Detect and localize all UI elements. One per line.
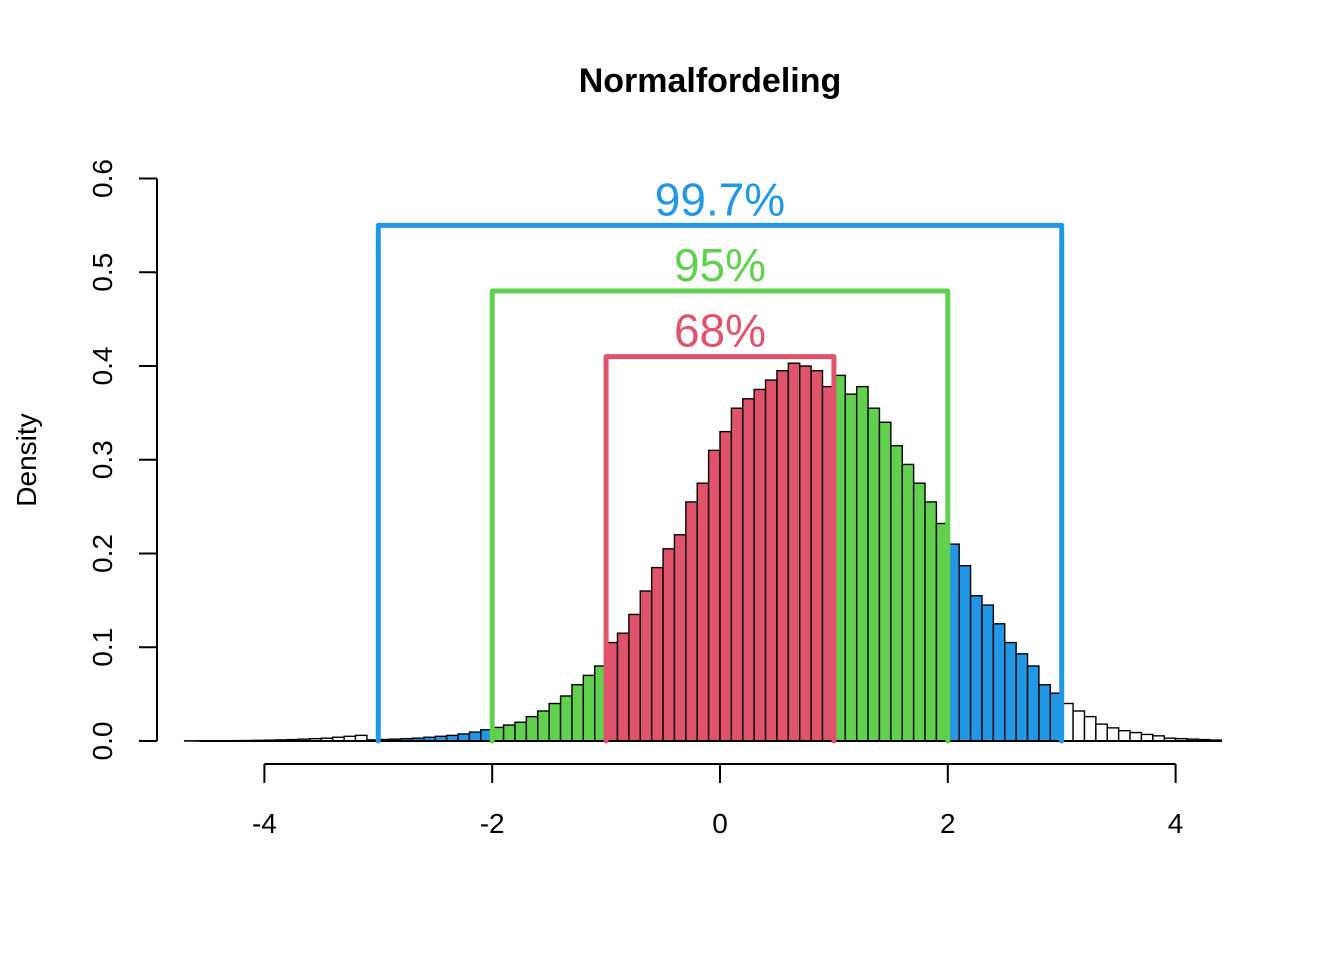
histogram-bar	[628, 613, 641, 742]
y-tick-label: 0.6	[87, 159, 118, 198]
histogram-bar	[867, 407, 881, 742]
histogram-bar	[707, 449, 721, 742]
histogram-bar	[969, 594, 983, 742]
histogram-bar	[525, 715, 539, 742]
histogram-bar	[844, 393, 858, 742]
histogram-bar	[548, 702, 562, 742]
y-axis: 0.0 0.1 0.2 0.3 0.4 0.5 0.6	[87, 159, 158, 761]
chart-title: Normalfordeling	[579, 62, 842, 100]
histogram-bar	[1015, 653, 1029, 742]
y-tick-label: 0.3	[87, 440, 118, 479]
histogram-bar	[582, 674, 596, 742]
bracket-line	[489, 288, 951, 744]
x-tick-label: -2	[480, 808, 505, 839]
histogram-bar	[958, 564, 972, 742]
histogram-bar	[685, 501, 698, 742]
histogram-bar	[571, 684, 585, 742]
x-tick-label: 4	[1168, 808, 1184, 839]
histogram-bar	[1026, 665, 1040, 742]
x-axis: -4 -2 0 2 4	[252, 763, 1184, 839]
x-tick-label: 0	[712, 808, 728, 839]
histogram-bar	[468, 731, 482, 742]
bracket-label: 68%	[674, 305, 766, 357]
y-tick-label: 0.2	[87, 534, 118, 573]
histogram-bar	[890, 444, 903, 742]
histogram-bar	[650, 566, 664, 742]
histogram-bar	[457, 733, 471, 742]
bracket-label: 95%	[674, 239, 766, 291]
histogram-bar	[753, 388, 767, 742]
histogram-bar	[502, 724, 516, 742]
histogram-bar	[787, 362, 801, 742]
bracket-line	[603, 354, 837, 744]
histogram-bar	[559, 695, 573, 742]
histogram-bar	[1095, 723, 1108, 742]
bracket-label: 99.7%	[655, 173, 785, 225]
histogram-bar	[1004, 641, 1017, 742]
histogram-bar	[1106, 727, 1120, 742]
histogram-bar	[514, 721, 528, 742]
histogram-bar	[855, 385, 869, 742]
histogram-bar	[1117, 729, 1131, 742]
histogram-bar	[981, 604, 995, 742]
histogram-bar	[810, 369, 824, 742]
y-axis-label: Density	[11, 413, 42, 506]
histogram-bar	[662, 548, 676, 742]
histogram-bar	[696, 482, 710, 742]
x-tick-label: 2	[940, 808, 956, 839]
histogram-bars	[183, 362, 1222, 742]
histogram-bar	[912, 482, 926, 742]
bracket-line	[375, 222, 1065, 744]
histogram-bar	[1083, 715, 1097, 742]
histogram-bar	[719, 430, 733, 742]
sd-brackets: 99.7% 95% 68%	[375, 173, 1065, 744]
x-tick-label: -4	[252, 808, 277, 839]
histogram-bar	[742, 398, 755, 742]
histogram-bar	[1038, 684, 1052, 742]
histogram-bar	[673, 534, 687, 742]
histogram-bar	[799, 365, 812, 742]
histogram-bar	[730, 407, 744, 742]
histogram-bar	[639, 590, 653, 742]
y-tick-label: 0.5	[87, 253, 118, 292]
histogram-bar	[992, 623, 1006, 742]
y-tick-label: 0.1	[87, 628, 118, 667]
histogram-bar	[1129, 731, 1143, 742]
histogram-bar	[901, 463, 915, 742]
histogram-bar	[776, 369, 790, 742]
histogram-bar	[1072, 710, 1086, 742]
y-tick-label: 0.4	[87, 347, 118, 386]
histogram-bar	[537, 710, 550, 742]
histogram-bar	[924, 501, 938, 742]
y-tick-label: 0.0	[87, 722, 118, 761]
histogram-bar	[764, 379, 778, 742]
histogram-bar	[878, 421, 892, 742]
histogram-bar	[616, 632, 630, 742]
